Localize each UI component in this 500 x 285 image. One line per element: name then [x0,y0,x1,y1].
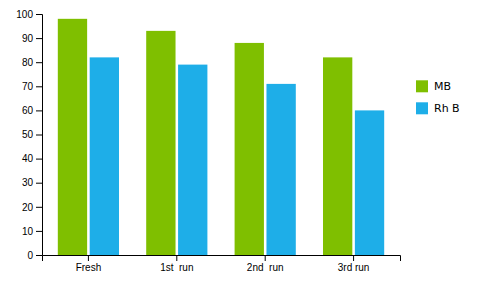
y-tick-label: 10 [22,226,34,237]
y-tick: 10 [22,226,42,237]
bars [58,19,384,255]
y-tick: 50 [22,129,42,140]
bar [146,31,175,255]
y-tick-mark [36,38,42,39]
y-tick-label: 70 [22,81,34,92]
x-tick-mark [88,255,89,261]
legend-label: MB [434,80,451,93]
x-tick: 1st run [160,255,193,273]
y-tick-mark [36,207,42,208]
y-tick: 70 [22,81,42,92]
bar [355,110,384,255]
y-tick-mark [36,110,42,111]
bar [178,65,207,255]
y-tick-label: 60 [22,105,34,116]
y-tick-label: 90 [22,33,34,44]
x-axis-line [43,256,401,262]
x-tick-mark [265,255,266,261]
x-tick-mark [353,255,354,261]
legend-swatch [416,102,428,114]
x-tick-label: 2nd run [247,262,284,273]
y-axis: 0 10 20 30 40 50 60 70 80 90 100 [16,9,42,261]
y-tick-mark [36,255,42,256]
legend-swatch [416,80,428,92]
y-tick-label: 100 [16,9,33,20]
y-tick: 90 [22,33,42,44]
y-tick-label: 0 [27,250,33,261]
y-tick-mark [36,159,42,160]
y-tick-mark [36,231,42,232]
y-tick-mark [36,183,42,184]
y-tick: 60 [22,105,42,116]
legend-item: MB [416,80,451,93]
chart: 0 10 20 30 40 50 60 70 80 90 100 Fresh 1st run 2nd ru… [0,0,500,285]
y-tick: 80 [22,57,42,68]
bar [90,57,119,255]
y-tick: 30 [22,177,42,188]
y-tick: 100 [16,9,42,20]
x-tick: 2nd run [247,255,284,273]
y-tick-mark [36,86,42,87]
bar [58,19,87,255]
y-tick-label: 20 [22,202,34,213]
legend: MB Rh B [416,80,460,115]
y-tick: 40 [22,153,42,164]
bar-series [58,19,353,255]
y-tick-label: 30 [22,177,34,188]
bar [323,57,352,255]
x-tick-label: 1st run [160,262,193,273]
x-tick-label: 3rd run [338,262,370,273]
y-tick-label: 40 [22,153,34,164]
bar [266,84,295,255]
x-tick: Fresh [76,255,102,273]
x-tick-mark [176,255,177,261]
y-tick-label: 80 [22,57,34,68]
y-tick: 20 [22,202,42,213]
plot: 0 10 20 30 40 50 60 70 80 90 100 Fresh 1st run 2nd ru… [16,9,400,273]
y-tick-mark [36,14,42,15]
y-tick: 0 [27,250,42,261]
bar [235,43,264,255]
y-tick-mark [36,62,42,63]
legend-item: Rh B [416,102,460,115]
x-tick: 3rd run [338,255,370,273]
y-tick-label: 50 [22,129,34,140]
x-tick-label: Fresh [76,262,102,273]
y-axis-line [36,15,43,256]
legend-label: Rh B [434,102,460,115]
bar-series [90,57,385,255]
y-tick-mark [36,135,42,136]
x-axis: Fresh 1st run 2nd run 3rd run [43,255,401,273]
